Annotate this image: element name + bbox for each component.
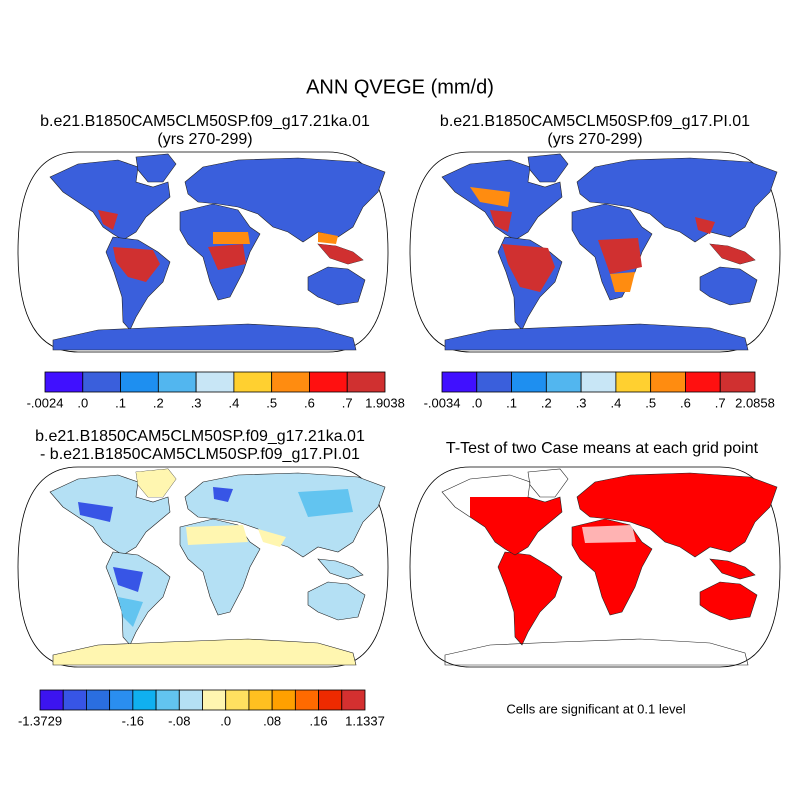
colorbar-label: .5 [266, 395, 277, 410]
colorbar-label: .3 [191, 395, 202, 410]
colorbar-label: .0 [220, 713, 231, 728]
colorbar-label: .1 [506, 395, 517, 410]
colorbar-label: .16 [310, 713, 328, 728]
colorbar-label: .2 [153, 395, 164, 410]
colorbar-label: .08 [263, 713, 281, 728]
colorbar-box [511, 371, 547, 393]
colorbar-box [476, 371, 512, 393]
colorbar-label: 1.9038 [365, 395, 405, 410]
map [17, 466, 389, 668]
colorbar-box [44, 371, 84, 393]
colorbar-box [109, 689, 134, 711]
colorbar-label: .3 [576, 395, 587, 410]
colorbar-label: .6 [304, 395, 315, 410]
map [409, 466, 781, 668]
colorbar-box [225, 689, 250, 711]
colorbar-box [685, 371, 721, 393]
colorbar-label: .6 [680, 395, 691, 410]
colorbar-label: .4 [610, 395, 621, 410]
colorbar-box [86, 689, 111, 711]
colorbar-box [719, 371, 756, 393]
colorbar: -.0024 .0 .1 .2 .3 .4 .5 .6 .7 1.9038 [27, 371, 405, 410]
colorbar-box [271, 689, 296, 711]
colorbar-box [233, 371, 273, 393]
colorbar-box [309, 371, 348, 393]
colorbar-box [39, 689, 64, 711]
colorbar-box [62, 689, 87, 711]
colorbar-label: .1 [115, 395, 126, 410]
colorbar-label: .7 [715, 395, 726, 410]
colorbar-box [202, 689, 227, 711]
colorbar-box [441, 371, 478, 393]
colorbar-label: 2.0858 [735, 395, 775, 410]
colorbar-box [346, 371, 386, 393]
colorbar-label: -.0034 [424, 395, 461, 410]
colorbar-label: -.16 [122, 713, 144, 728]
colorbar-box [120, 371, 159, 393]
colorbar-label: -.08 [168, 713, 190, 728]
colorbar-box [178, 689, 203, 711]
colorbar-box [294, 689, 319, 711]
colorbar-box [155, 689, 180, 711]
note: Cells are significant at 0.1 level [506, 701, 685, 716]
colorbar-box [318, 689, 343, 711]
colorbar-box [615, 371, 652, 393]
colorbar-label: .4 [228, 395, 239, 410]
colorbar-label: -1.3729 [18, 713, 62, 728]
colorbar-box [650, 371, 686, 393]
colorbar: -1.3729 -.16 -.08 .0 .08 .16 1.1337 [18, 689, 385, 728]
colorbar-label: .2 [541, 395, 552, 410]
colorbar-label: 1.1337 [345, 713, 385, 728]
colorbar-label: .0 [77, 395, 88, 410]
colorbar-label: .7 [342, 395, 353, 410]
colorbar-box [271, 371, 310, 393]
colorbar-box [82, 371, 121, 393]
panel-subtitle: - b.e21.B1850CAM5CLM50SP.f09_g17.PI.01 [40, 446, 360, 463]
colorbar-box [580, 371, 617, 393]
colorbar-label: -.0024 [27, 395, 64, 410]
panel-title: b.e21.B1850CAM5CLM50SP.f09_g17.21ka.01 [40, 113, 370, 130]
colorbar-box [195, 371, 235, 393]
colorbar: -.0034 .0 .1 .2 .3 .4 .5 .6 .7 2.0858 [424, 371, 775, 410]
panel-subtitle: (yrs 270-299) [157, 131, 252, 148]
figure-title: ANN QVEGE (mm/d) [306, 76, 494, 98]
panel-subtitle: (yrs 270-299) [547, 131, 642, 148]
map [17, 151, 389, 353]
colorbar-box [545, 371, 582, 393]
panel-title: T-Test of two Case means at each grid po… [446, 440, 759, 457]
panel-title: b.e21.B1850CAM5CLM50SP.f09_g17.21ka.01 [35, 428, 365, 445]
colorbar-box [157, 371, 197, 393]
colorbar-label: .0 [471, 395, 482, 410]
colorbar-box [341, 689, 366, 711]
colorbar-box [132, 689, 157, 711]
colorbar-box [248, 689, 273, 711]
colorbar-label: .5 [645, 395, 656, 410]
panel-title: b.e21.B1850CAM5CLM50SP.f09_g17.PI.01 [440, 113, 750, 130]
map [409, 151, 781, 353]
